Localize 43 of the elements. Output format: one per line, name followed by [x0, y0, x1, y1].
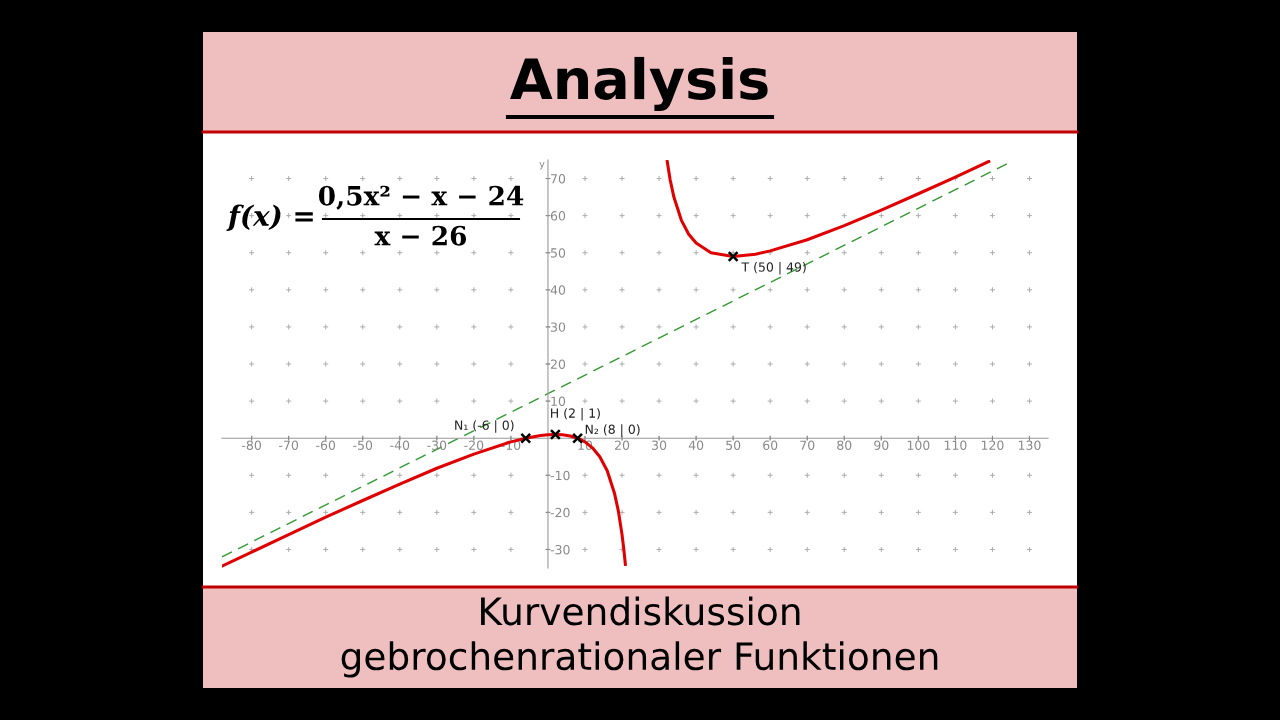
annotation: N₁ (-6 | 0) [455, 420, 514, 433]
x-tick-label: -70 [279, 440, 299, 450]
point [727, 250, 739, 263]
x-tick-label: 30 [652, 440, 667, 450]
annotation: 0,5x² − x − 24 [318, 185, 524, 210]
x-tick-label: 130 [1018, 440, 1041, 450]
text: Kurvendiskussion gebrochenrationaler Funktionen [341, 596, 938, 678]
y-tick-label: -10 [550, 470, 570, 481]
annotation: N₂ (8 | 0) [585, 424, 640, 437]
y-tick-label: 40 [550, 285, 566, 295]
x-tick-label: 110 [944, 440, 967, 450]
x-tick-label: 90 [874, 440, 889, 450]
y-tick-label: 20 [550, 359, 566, 369]
annotation: f(x) = [226, 204, 313, 231]
x-tick-label: -50 [353, 440, 373, 450]
x-tick-label: 40 [688, 440, 704, 450]
x-tick-label: 20 [615, 440, 630, 450]
y-axis-title: y [539, 162, 545, 170]
x-tick-label: 80 [837, 440, 852, 450]
point [520, 432, 532, 444]
chart-title: Analysis [510, 56, 768, 112]
y-tick-label: -20 [550, 507, 570, 518]
annotation: H (2 | 1) [551, 408, 600, 421]
y-tick-label: -30 [550, 544, 570, 555]
x-tick-label: 50 [726, 440, 741, 450]
line-series [665, 160, 991, 258]
y-tick-label: 60 [550, 211, 566, 221]
annotation: T (50 | 49) [741, 261, 806, 275]
y-tick-label: 70 [551, 174, 566, 184]
y-tick-label: 50 [551, 248, 566, 258]
x-tick-label: -30 [427, 440, 447, 450]
y-tick-label: 10 [551, 396, 566, 407]
x-tick-label: -60 [316, 440, 336, 450]
x-tick-label: -40 [390, 440, 410, 450]
x-tick-label: 100 [907, 440, 930, 450]
x-tick-label: 120 [981, 440, 1004, 450]
x-tick-label: 60 [763, 440, 778, 450]
y-tick-label: 30 [550, 322, 566, 332]
annotation: x − 26 [374, 225, 467, 246]
x-tick-label: -20 [464, 440, 484, 450]
x-tick-label: -80 [242, 440, 262, 450]
point [549, 428, 562, 441]
x-tick-label: 70 [800, 440, 815, 450]
